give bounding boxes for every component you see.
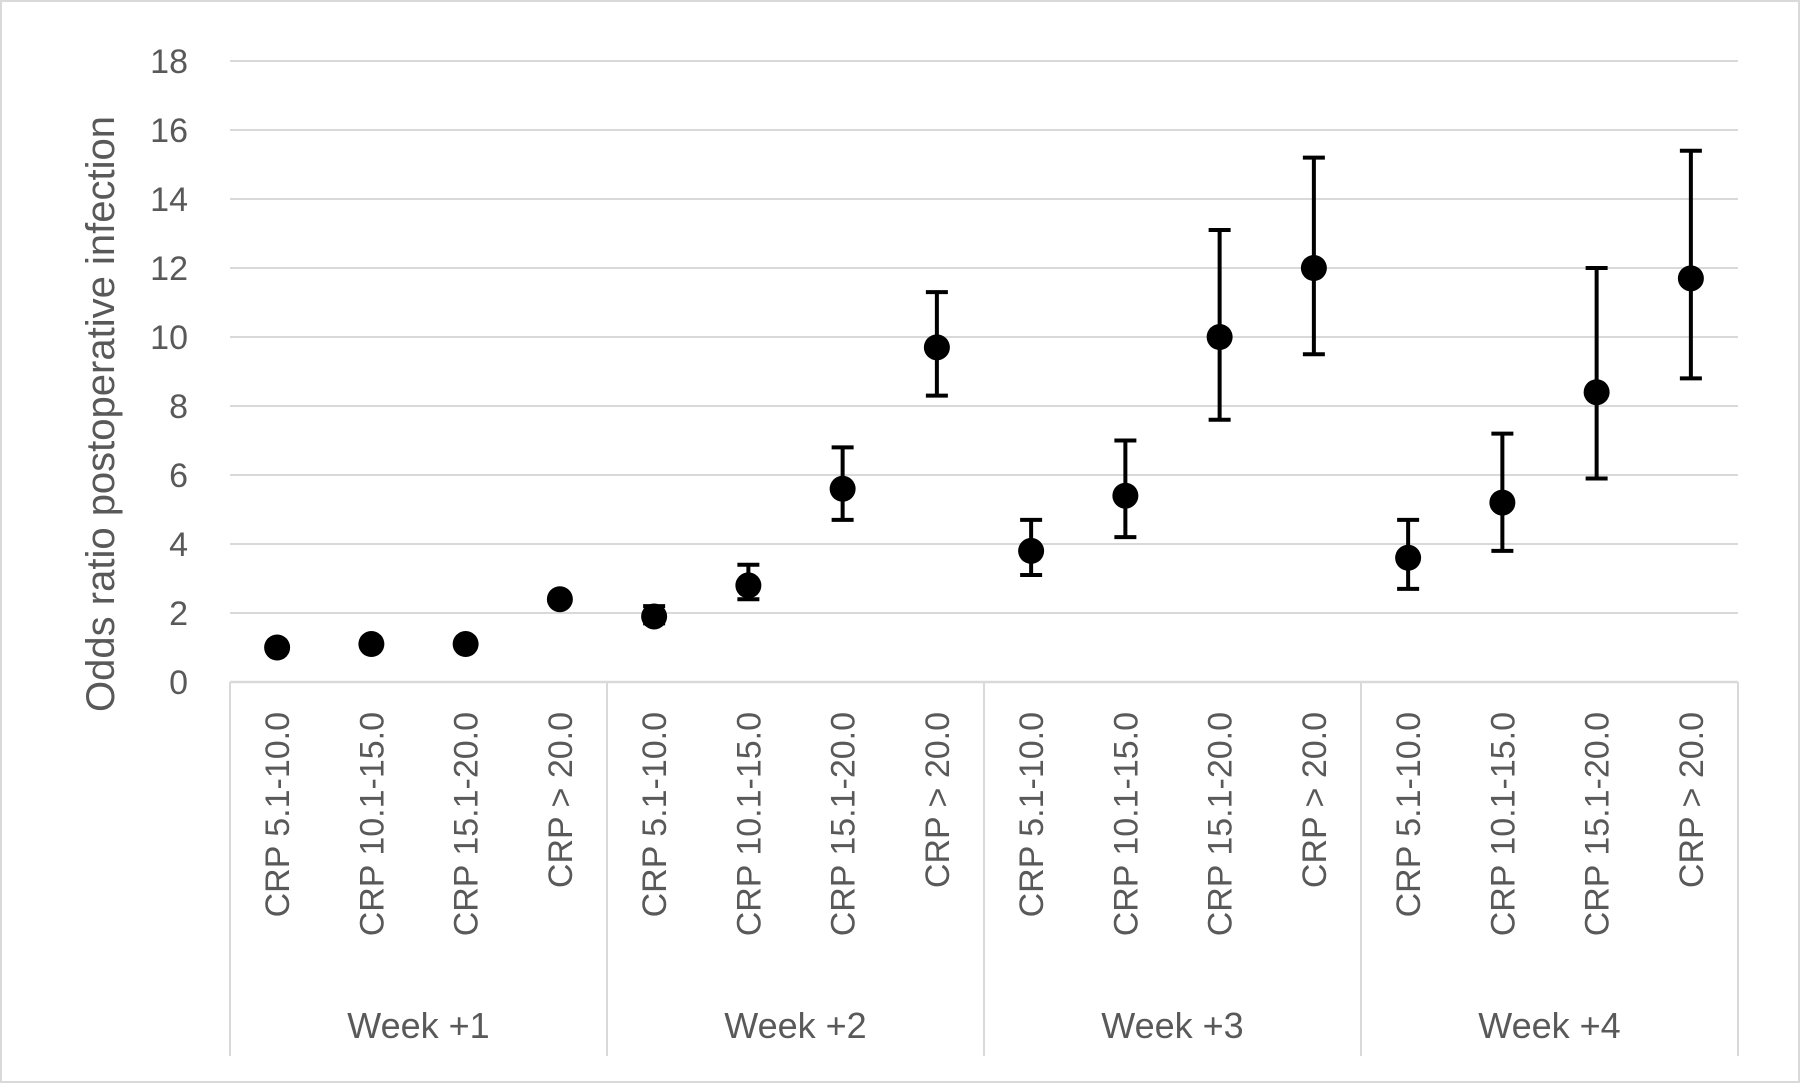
category-label: CRP 5.1-10.0 <box>1390 712 1428 917</box>
error-bars <box>643 148 1702 626</box>
category-label: CRP 5.1-10.0 <box>636 712 674 917</box>
data-point <box>1112 482 1139 509</box>
data-point <box>1395 544 1422 571</box>
data-point <box>358 631 385 658</box>
category-label: CRP 15.1-20.0 <box>825 712 863 936</box>
group-label: Week +4 <box>1478 1005 1620 1046</box>
data-point <box>546 586 573 613</box>
y-axis-ticks: 0 2 4 6 8 10 12 14 16 18 <box>150 43 188 702</box>
data-point <box>1018 537 1045 564</box>
category-label: CRP 5.1-10.0 <box>259 712 297 917</box>
group-label: Week +3 <box>1101 1005 1243 1046</box>
data-point <box>452 631 479 658</box>
category-label: CRP > 20.0 <box>1673 712 1711 888</box>
data-point <box>1489 489 1516 516</box>
category-label: CRP 15.1-20.0 <box>1579 712 1617 936</box>
y-axis-title: Odds ratio postoperative infection <box>79 116 123 712</box>
x-axis-separators <box>229 682 1739 1056</box>
x-axis-group-labels: Week +1 Week +2 Week +3 Week +4 <box>347 1005 1620 1046</box>
y-tick-label: 0 <box>169 664 188 702</box>
group-label: Week +1 <box>347 1005 489 1046</box>
data-point <box>923 334 950 361</box>
category-label: CRP 10.1-15.0 <box>730 712 768 936</box>
y-tick-label: 10 <box>150 319 188 357</box>
error-bar <box>1585 266 1608 481</box>
y-tick-label: 16 <box>150 112 188 150</box>
category-label: CRP > 20.0 <box>1296 712 1334 888</box>
data-point <box>641 603 668 630</box>
grid-lines <box>230 60 1738 684</box>
x-axis-category-labels: CRP 5.1-10.0 CRP 10.1-15.0 CRP 15.1-20.0 CR… <box>259 712 1711 936</box>
category-label: CRP > 20.0 <box>542 712 580 888</box>
y-tick-label: 6 <box>169 457 188 495</box>
y-tick-label: 18 <box>150 43 188 81</box>
category-label: CRP 5.1-10.0 <box>1013 712 1051 917</box>
y-tick-label: 8 <box>169 388 188 426</box>
data-point <box>1206 324 1233 350</box>
data-point <box>829 475 856 502</box>
data-point <box>735 572 762 599</box>
error-bar <box>1679 148 1702 381</box>
data-points <box>264 255 1704 661</box>
y-tick-label: 14 <box>150 181 188 219</box>
y-tick-label: 4 <box>169 526 188 564</box>
data-point <box>1583 379 1610 406</box>
category-label: CRP 10.1-15.0 <box>1484 712 1522 936</box>
y-tick-label: 2 <box>169 595 188 633</box>
category-label: CRP 10.1-15.0 <box>353 712 391 936</box>
category-label: CRP > 20.0 <box>919 712 957 888</box>
data-point <box>264 634 291 661</box>
data-point <box>1677 265 1704 292</box>
category-label: CRP 15.1-20.0 <box>1202 712 1240 936</box>
category-label: CRP 10.1-15.0 <box>1107 712 1145 936</box>
y-tick-label: 12 <box>150 250 188 288</box>
group-label: Week +2 <box>724 1005 866 1046</box>
category-label: CRP 15.1-20.0 <box>448 712 486 936</box>
data-point <box>1300 255 1327 281</box>
